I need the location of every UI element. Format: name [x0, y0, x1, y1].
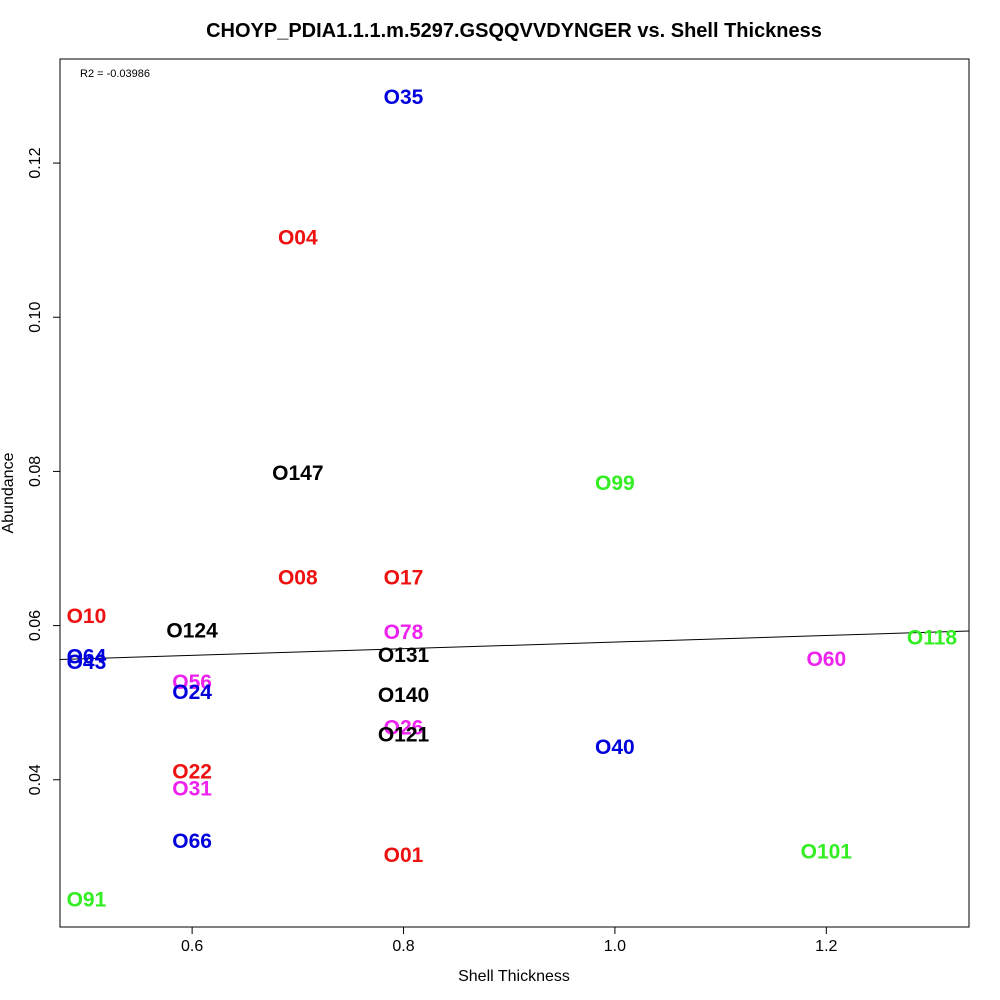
point-label: O101 — [801, 841, 853, 864]
x-axis: 0.6 0.8 1.0 1.2 — [181, 926, 838, 955]
x-tick-label: 1.2 — [815, 938, 837, 955]
point-label: O43 — [67, 651, 107, 674]
point-label: O35 — [384, 86, 424, 109]
point-label: O31 — [172, 778, 212, 801]
point-label: O10 — [67, 605, 107, 628]
point-label: O56 — [172, 671, 212, 694]
y-axis: 0.04 0.06 0.08 0.10 0.12 — [27, 147, 61, 795]
y-tick-label: 0.10 — [27, 302, 44, 333]
point-label: O78 — [384, 621, 424, 644]
point-label: O22 — [172, 761, 212, 784]
point-label: O124 — [166, 619, 218, 642]
point-label: O17 — [384, 566, 424, 589]
y-tick-label: 0.04 — [27, 764, 44, 795]
point-label: O91 — [67, 889, 107, 912]
x-tick-label: 0.8 — [392, 938, 414, 955]
point-label: O121 — [378, 724, 430, 747]
y-tick-label: 0.06 — [27, 610, 44, 641]
point-label: O08 — [278, 566, 318, 589]
point-label: O147 — [272, 462, 323, 485]
x-tick-label: 1.0 — [604, 938, 626, 955]
x-axis-label: Shell Thickness — [458, 968, 570, 985]
r2-annotation: R2 = -0.03986 — [80, 68, 150, 80]
point-label: O64 — [67, 646, 107, 669]
point-label: O04 — [278, 226, 318, 249]
regression-line-group — [59, 630, 970, 661]
y-tick-label: 0.12 — [27, 147, 44, 178]
point-label: O99 — [595, 472, 635, 495]
point-label: O60 — [806, 648, 846, 671]
y-tick-label: 0.08 — [27, 456, 44, 487]
point-label: O40 — [595, 736, 635, 759]
point-label: O118 — [907, 626, 958, 649]
point-label: O26 — [384, 717, 424, 740]
point-label: O24 — [172, 681, 212, 704]
point-label: O140 — [378, 684, 429, 707]
point-label: O131 — [378, 644, 430, 667]
chart-title: CHOYP_PDIA1.1.1.m.5297.GSQQVVDYNGER vs. … — [206, 20, 822, 42]
point-label: O01 — [384, 844, 424, 867]
regression-line — [59, 630, 970, 661]
y-axis-label: Abundance — [0, 452, 17, 533]
point-label: O66 — [172, 830, 212, 853]
x-tick-label: 0.6 — [181, 938, 203, 955]
